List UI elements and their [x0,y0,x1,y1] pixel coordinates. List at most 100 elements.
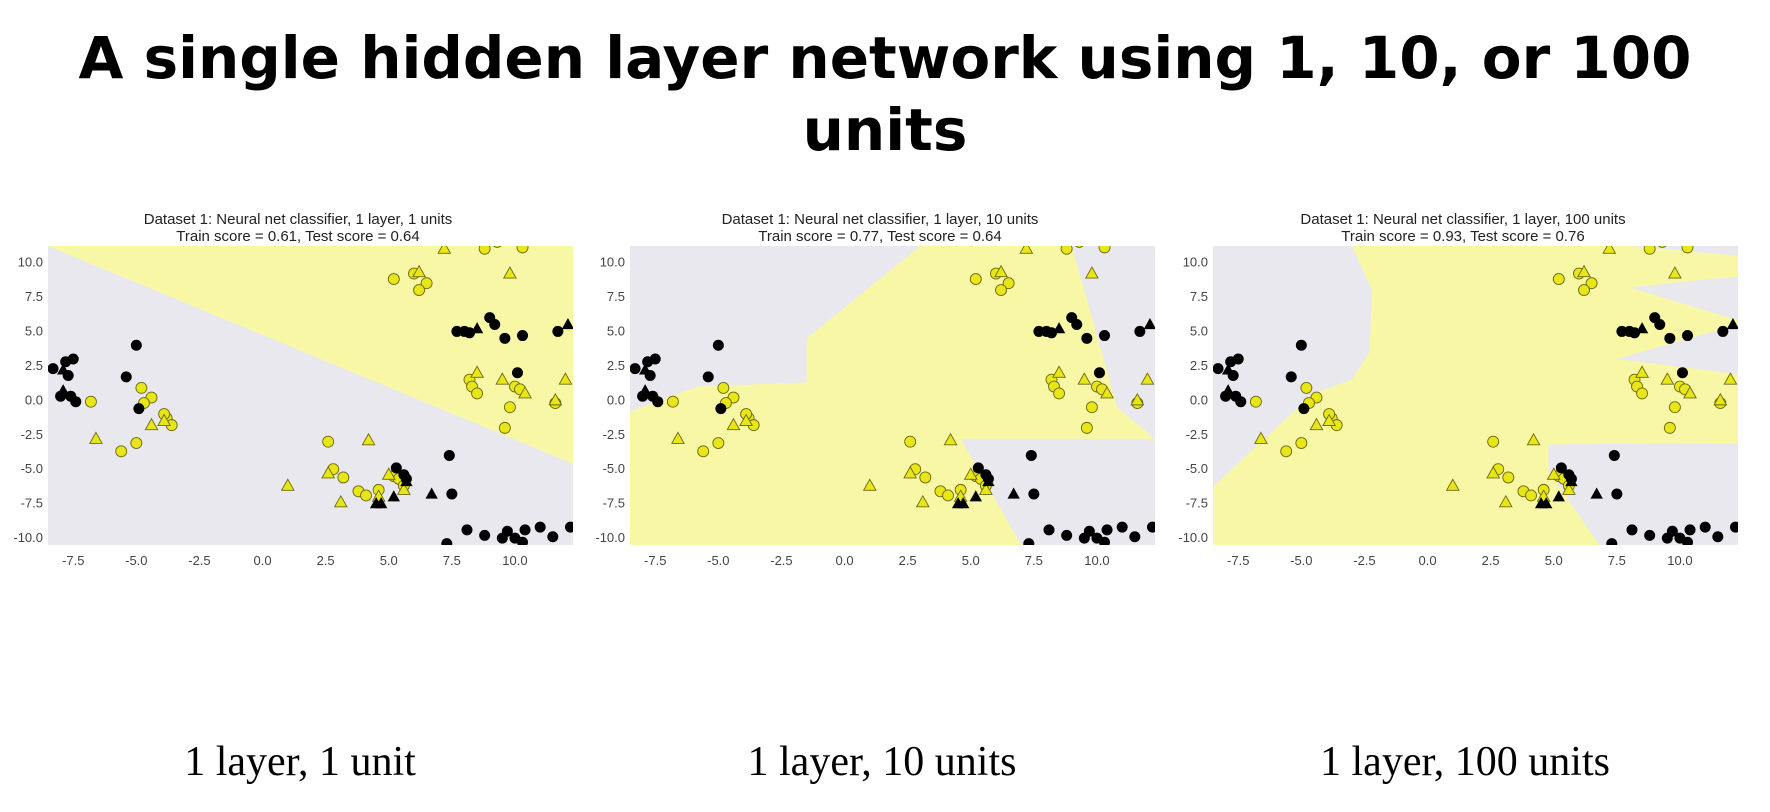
class1-circle-point [1663,421,1676,434]
class1-circle-point [1681,246,1694,254]
class0-circle-point [1129,531,1141,543]
class1-circle-point [1585,277,1598,290]
class1-triangle-point [518,386,532,399]
class1-triangle-point [1322,413,1337,426]
class0-circle-point [1629,327,1641,339]
class1-circle-point [1636,387,1649,400]
class1-triangle-point [157,413,172,426]
class0-circle-point [451,325,463,337]
class1-circle-point [1643,246,1656,255]
class0-triangle-point [1221,363,1235,375]
x-tick-label: 0.0 [254,553,272,568]
class0-triangle-point [1552,490,1565,502]
class0-triangle-point [1590,487,1603,499]
class0-circle-point [1626,524,1638,536]
class1-circle-point [1295,437,1308,449]
y-tick-label: 10.0 [600,255,625,270]
y-tick-label: 0.0 [25,392,43,407]
x-tick-label: 0.0 [836,553,854,568]
y-tick-label: 0.0 [1190,392,1208,407]
class1-circle-point [1002,277,1015,290]
class0-triangle-point [1143,318,1155,330]
y-tick-label: 2.5 [25,358,43,373]
class1-triangle-point [1713,392,1728,406]
class0-circle-point [1134,325,1146,337]
class0-circle-point [1608,449,1620,461]
class1-triangle-point [144,417,159,431]
y-tick-label: 7.5 [607,289,625,304]
class1-circle-point [1487,435,1500,448]
class1-triangle-point [1486,465,1501,479]
class0-circle-point [1712,531,1724,543]
class0-triangle-point [56,363,70,375]
class1-triangle-point [1084,266,1099,279]
class1-circle-point [115,445,128,458]
class1-circle-point [1668,401,1681,414]
x-tick-label: -2.5 [770,553,792,568]
class1-triangle-point [1498,494,1513,508]
class0-triangle-point [56,384,70,396]
class0-circle-point [1666,525,1678,537]
class0-circle-point [1061,529,1073,541]
class1-circle-point [904,435,917,448]
y-tick-label: 2.5 [1190,358,1208,373]
chart-1-unit: Dataset 1: Neural net classifier, 1 laye… [13,211,573,568]
x-tick-label: -5.0 [125,553,147,568]
caption-100-units: 1 layer, 100 units [1320,739,1610,785]
chart-title: Dataset 1: Neural net classifier, 1 laye… [1300,211,1625,228]
class0-circle-point [390,462,402,474]
class1-circle-point [498,421,511,434]
class0-triangle-point [638,384,652,396]
class0-triangle-point [982,475,995,487]
class0-circle-point [489,319,501,331]
class1-circle-point [360,489,372,502]
class1-triangle-point [1019,246,1034,254]
class0-circle-point [120,371,132,383]
class1-triangle-point [1723,372,1738,385]
class0-circle-point [1676,367,1688,379]
x-tick-label: 7.5 [1608,553,1626,568]
class1-circle-point [493,246,502,248]
class1-triangle-point [548,392,563,406]
class1-circle-point [503,401,516,414]
x-tick-label: 10.0 [1084,553,1109,568]
class0-circle-point [1046,327,1058,339]
class0-circle-point [1606,538,1618,545]
class1-triangle-point [412,264,426,278]
class1-circle-point [387,273,400,286]
class0-circle-point [1025,449,1037,461]
class0-triangle-point [638,363,652,375]
class0-circle-point [1644,529,1656,541]
y-tick-label: -7.5 [1186,496,1208,511]
class1-triangle-point [437,246,452,254]
class1-triangle-point [994,264,1008,278]
class1-circle-point [1249,395,1262,408]
y-tick-label: -2.5 [603,427,625,442]
class1-circle-point [420,277,433,290]
x-tick-label: 2.5 [899,553,917,568]
class1-triangle-point [739,413,754,426]
class0-circle-point [534,521,546,533]
class1-circle-point [1300,381,1313,394]
class1-triangle-point [1526,432,1541,446]
class0-circle-point [1295,339,1307,351]
class0-circle-point [1213,363,1224,375]
class1-triangle-point [1309,417,1324,431]
class1-triangle-point [978,482,993,495]
class0-circle-point [1682,536,1694,545]
class1-circle-point [516,246,529,254]
class0-circle-point [1099,330,1111,342]
class1-triangle-point [963,467,978,480]
x-tick-label: -5.0 [707,553,729,568]
class1-triangle-point [671,431,685,444]
x-tick-label: 7.5 [1025,553,1043,568]
class1-triangle-point [280,478,295,491]
class0-circle-point [67,353,79,365]
class1-circle-point [697,445,710,458]
class0-triangle-point [425,487,438,499]
x-tick-label: -2.5 [1353,553,1375,568]
class1-triangle-point [1683,386,1697,399]
class1-triangle-point [1561,482,1576,495]
class0-circle-point [1684,524,1696,536]
x-tick-label: 5.0 [962,553,980,568]
